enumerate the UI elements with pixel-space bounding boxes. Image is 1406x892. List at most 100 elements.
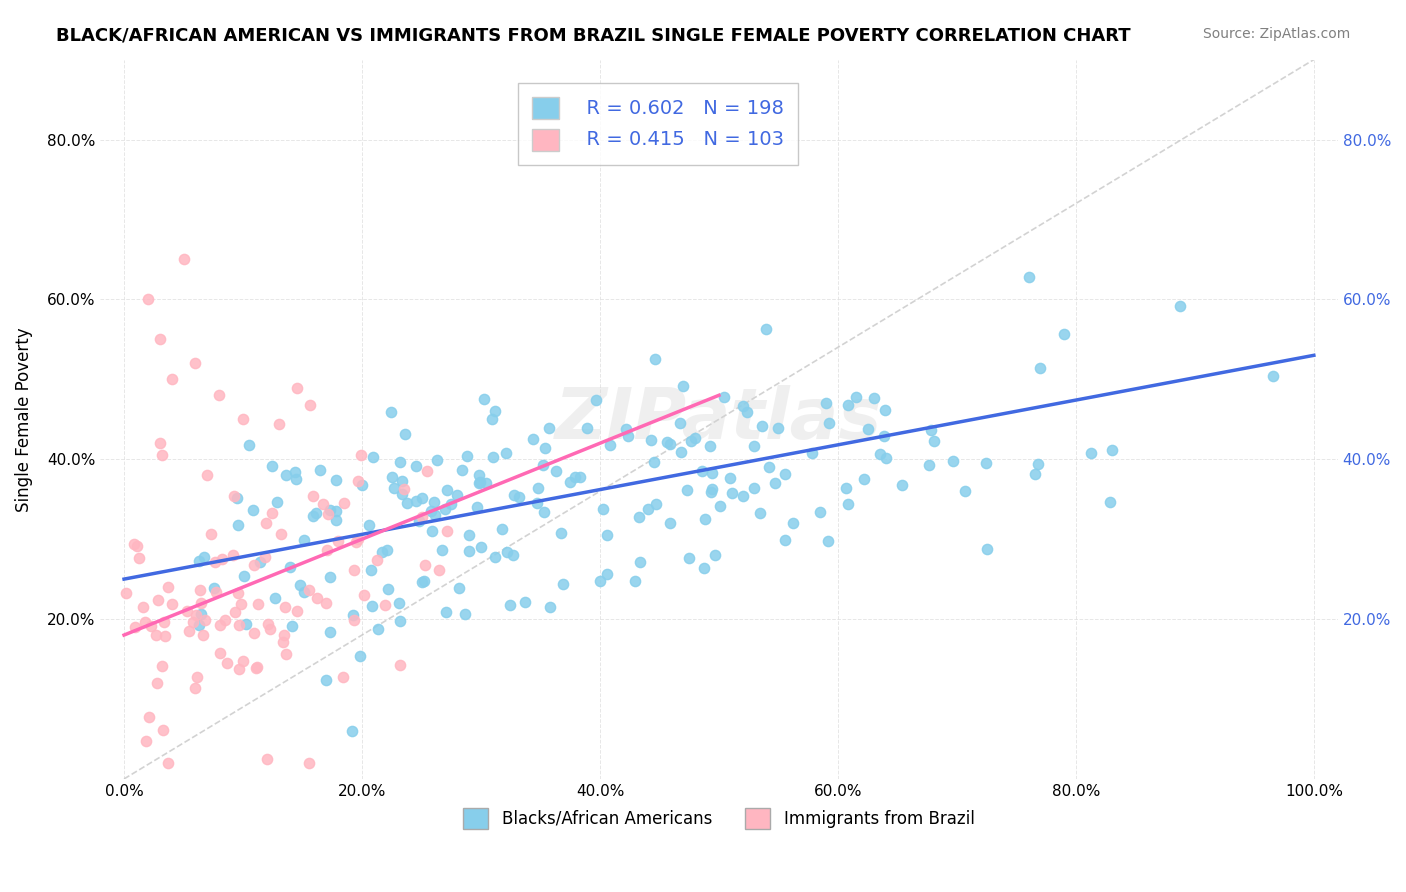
Point	[690, 464, 713, 478]
Point	[292, 533, 315, 547]
Point	[624, 574, 647, 588]
Point	[242, 502, 264, 516]
Point	[132, 600, 155, 615]
Point	[755, 322, 778, 336]
Point	[446, 488, 468, 502]
Point	[141, 619, 163, 633]
Point	[669, 416, 692, 430]
Point	[873, 403, 896, 417]
Point	[617, 429, 640, 443]
Point	[176, 604, 198, 618]
Point	[837, 497, 859, 511]
Point	[737, 405, 759, 419]
Point	[773, 533, 796, 548]
Point	[226, 491, 249, 506]
Point	[637, 502, 659, 516]
Point	[678, 550, 700, 565]
Point	[447, 581, 470, 595]
Point	[173, 252, 195, 267]
Point	[359, 518, 381, 533]
Point	[305, 591, 328, 605]
Point	[370, 544, 392, 558]
Point	[643, 455, 665, 469]
Point	[191, 628, 214, 642]
Point	[267, 417, 290, 432]
Point	[325, 473, 347, 487]
Point	[235, 616, 257, 631]
Point	[149, 332, 172, 346]
Point	[127, 539, 149, 553]
Point	[187, 618, 209, 632]
Point	[1052, 326, 1074, 341]
Point	[232, 569, 254, 583]
Point	[152, 723, 174, 737]
Point	[550, 526, 572, 541]
Point	[270, 526, 292, 541]
Point	[128, 550, 150, 565]
Point	[367, 622, 389, 636]
Point	[800, 446, 823, 460]
Point	[145, 628, 167, 642]
Point	[319, 502, 342, 516]
Point	[699, 438, 721, 452]
Point	[360, 599, 382, 614]
Point	[136, 293, 159, 307]
Point	[614, 422, 637, 436]
Point	[744, 439, 766, 453]
Point	[458, 528, 481, 542]
Point	[318, 625, 340, 640]
Text: Source: ZipAtlas.com: Source: ZipAtlas.com	[1202, 27, 1350, 41]
Point	[222, 489, 245, 503]
Point	[134, 615, 156, 629]
Point	[273, 599, 295, 614]
Point	[353, 589, 375, 603]
Point	[333, 496, 356, 510]
Point	[184, 681, 207, 695]
Point	[246, 660, 269, 674]
Point	[434, 502, 457, 516]
Point	[845, 390, 868, 404]
Point	[273, 628, 295, 642]
Point	[918, 458, 941, 472]
Point	[763, 475, 786, 490]
Point	[454, 607, 477, 621]
Point	[484, 549, 506, 564]
Point	[974, 456, 997, 470]
Point	[190, 596, 212, 610]
Text: ZIPatlas: ZIPatlas	[555, 384, 883, 454]
Point	[194, 613, 217, 627]
Point	[209, 646, 232, 660]
Point	[318, 570, 340, 584]
Point	[470, 540, 492, 554]
Point	[595, 527, 617, 541]
Point	[405, 458, 427, 473]
Point	[560, 475, 582, 489]
Point	[474, 476, 496, 491]
Point	[585, 392, 607, 407]
Point	[184, 356, 207, 370]
Point	[177, 624, 200, 638]
Point	[731, 489, 754, 503]
Point	[342, 608, 364, 623]
Point	[190, 607, 212, 621]
Point	[288, 577, 311, 591]
Point	[184, 608, 207, 623]
Point	[284, 465, 307, 479]
Point	[160, 597, 183, 611]
Point	[569, 470, 592, 484]
Point	[468, 475, 491, 490]
Point	[231, 597, 253, 611]
Point	[856, 422, 879, 436]
Point	[249, 555, 271, 569]
Point	[347, 474, 370, 488]
Point	[644, 498, 666, 512]
Point	[217, 656, 239, 670]
Point	[315, 673, 337, 688]
Point	[495, 446, 517, 460]
Point	[253, 550, 276, 565]
Point	[243, 558, 266, 572]
Point	[671, 444, 693, 458]
Point	[432, 542, 454, 557]
Point	[592, 501, 614, 516]
Point	[316, 507, 339, 521]
